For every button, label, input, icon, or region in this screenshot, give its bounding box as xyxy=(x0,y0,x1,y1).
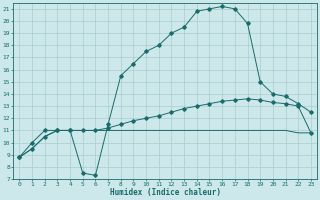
X-axis label: Humidex (Indice chaleur): Humidex (Indice chaleur) xyxy=(110,188,220,197)
